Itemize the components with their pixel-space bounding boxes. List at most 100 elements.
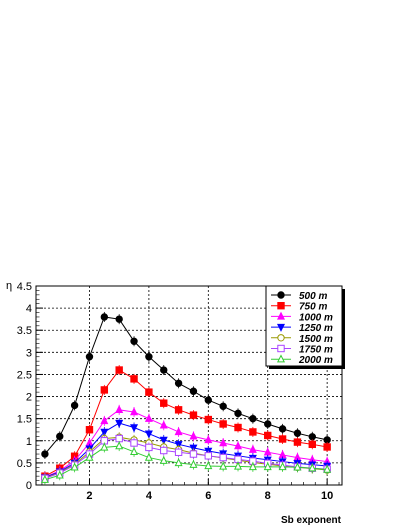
data-point [115, 434, 123, 443]
legend-entry: 500 m [271, 291, 327, 302]
data-point [100, 386, 109, 394]
data-point [204, 435, 213, 444]
legend-entry: 1000 m [271, 311, 333, 323]
data-point [56, 432, 64, 441]
data-point [234, 423, 242, 432]
legend-label: 1000 m [299, 312, 333, 323]
data-point [145, 443, 153, 452]
data-point [159, 455, 168, 464]
data-point [263, 462, 272, 471]
legend-entry: 1500 m [271, 334, 333, 345]
data-point [160, 399, 168, 407]
x-tick-label: 10 [321, 490, 333, 502]
legend-marker [277, 291, 285, 299]
series-750-m [41, 365, 331, 482]
data-point [249, 428, 257, 436]
x-axis-label: Sb exponent [281, 515, 342, 526]
y-tick-label: 1 [26, 436, 32, 448]
legend-label: 500 m [299, 291, 327, 302]
data-point [115, 405, 124, 414]
legend-label: 2000 m [298, 355, 333, 366]
data-point [174, 406, 183, 414]
data-point [174, 427, 183, 436]
data-point [249, 414, 257, 423]
data-point [308, 433, 316, 441]
data-point [189, 411, 198, 419]
y-tick-label: 0.5 [17, 458, 32, 470]
data-point [130, 439, 138, 447]
y-tick-label: 1.5 [17, 414, 32, 426]
data-point [130, 337, 138, 345]
y-tick-label: 4.5 [17, 281, 32, 293]
data-point [189, 459, 198, 468]
data-point [293, 462, 302, 471]
legend-label: 1750 m [299, 345, 333, 356]
data-point [144, 452, 153, 461]
legend-marker [276, 311, 286, 320]
legend-entry: 750 m [271, 302, 327, 313]
legend-marker [277, 302, 285, 310]
data-point [144, 413, 153, 422]
series-line [44, 409, 328, 478]
y-tick-label: 2 [26, 392, 32, 404]
data-point [160, 366, 168, 374]
data-point [234, 461, 243, 470]
data-point [204, 415, 213, 424]
data-point [219, 402, 227, 410]
legend-marker [277, 334, 285, 342]
data-point [264, 420, 272, 428]
data-point [278, 435, 287, 443]
y-tick-label: 0 [26, 480, 32, 492]
series-line [44, 445, 328, 481]
data-point [55, 470, 64, 479]
legend-marker [276, 354, 286, 363]
legend-label: 750 m [299, 302, 327, 313]
data-point [174, 379, 183, 387]
data-point [144, 430, 153, 439]
x-tick-label: 8 [265, 490, 271, 502]
data-point [248, 444, 257, 453]
data-point [189, 450, 198, 458]
y-tick-label: 3 [26, 347, 32, 359]
data-point [204, 396, 213, 404]
data-point [130, 375, 138, 383]
data-point [159, 420, 168, 429]
axis-ticks: 2 4 6 8 10 0 0.5 1 1.5 2 2.5 3 3.5 4 4.5 [17, 281, 340, 502]
data-point [234, 441, 243, 450]
data-point [100, 442, 109, 451]
data-point [248, 462, 257, 471]
data-point [308, 463, 317, 472]
data-point [293, 438, 302, 446]
data-point [323, 443, 331, 451]
data-point [130, 447, 139, 456]
legend-label: 1250 m [299, 323, 333, 334]
series-2000-m [40, 441, 332, 485]
data-point [85, 452, 94, 461]
data-point [189, 431, 198, 440]
x-tick-label: 2 [86, 490, 92, 502]
data-point [115, 315, 123, 323]
data-point [219, 420, 227, 428]
data-point [174, 458, 183, 467]
data-point [204, 452, 213, 460]
legend-marker [276, 323, 286, 332]
x-tick-label: 6 [205, 490, 211, 502]
data-point [115, 366, 123, 374]
legend-entry: 1750 m [271, 345, 333, 356]
legend-entry: 1250 m [271, 323, 333, 334]
y-tick-label: 3.5 [17, 325, 32, 337]
data-point [41, 450, 49, 458]
series-500-m [41, 311, 331, 460]
data-point [115, 419, 124, 428]
data-point [100, 416, 109, 425]
data-point [70, 462, 79, 471]
data-point [159, 436, 168, 445]
data-point [323, 464, 332, 473]
data-point [100, 313, 109, 321]
data-point [278, 425, 287, 433]
x-tick-label: 4 [146, 490, 153, 502]
y-tick-label: 4 [26, 303, 32, 315]
data-point [219, 438, 228, 447]
